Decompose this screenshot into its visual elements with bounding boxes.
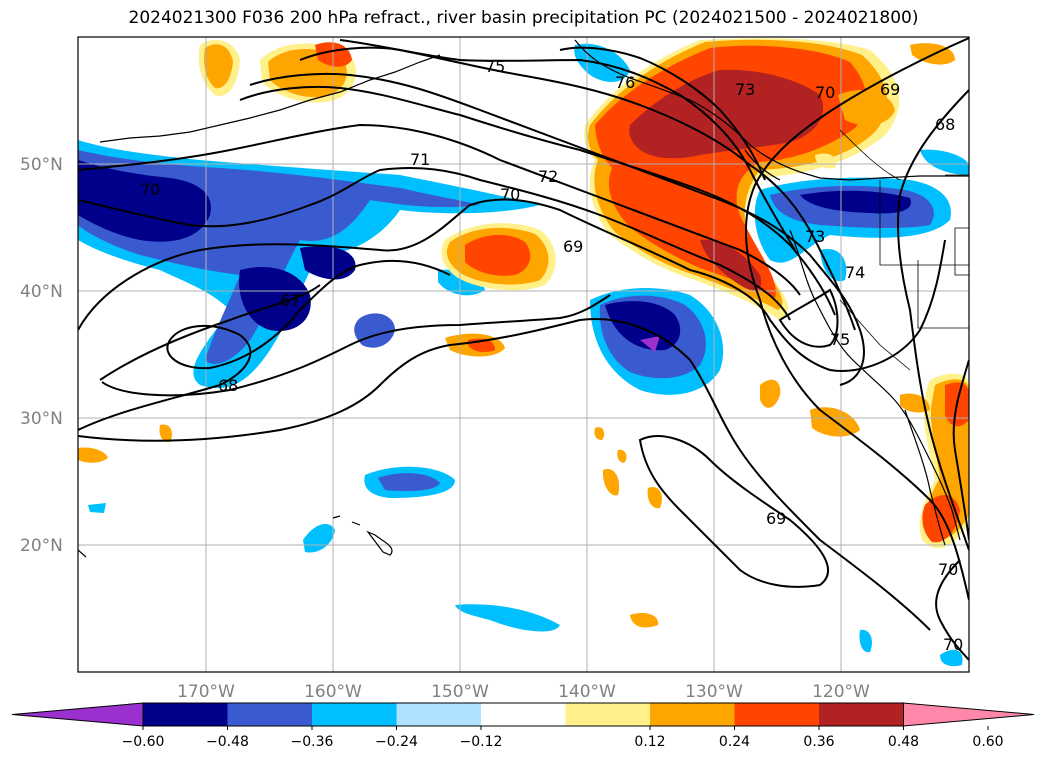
colorbar-tick-label: −0.24	[375, 734, 418, 750]
lon-label: 130°W	[685, 682, 743, 702]
contour-label: 70	[815, 83, 835, 102]
contour-label: 70	[500, 185, 520, 204]
positive-anomaly-fields	[78, 38, 969, 628]
colorbar-segment	[819, 703, 904, 726]
contour-label: 68	[218, 376, 238, 395]
lon-label: 150°W	[431, 682, 489, 702]
colorbar-tick-label: 0.48	[888, 734, 919, 750]
contour-label: 70	[943, 635, 963, 654]
colorbar-segment	[565, 703, 651, 726]
colorbar-tick-label: 0.12	[634, 734, 665, 750]
map-title: 2024021300 F036 200 hPa refract., river …	[128, 8, 919, 28]
colorbar-tick-label: 0.24	[719, 734, 750, 750]
colorbar-segment	[734, 703, 820, 726]
colorbar-extend-max	[903, 702, 1035, 727]
colorbar-tick-label: 0.36	[803, 734, 834, 750]
lat-label: 30°N	[20, 409, 63, 429]
colorbar-extend-min	[11, 702, 144, 727]
contour-label: 73	[805, 227, 825, 246]
lon-label: 160°W	[304, 682, 362, 702]
negative-anomaly-fields	[78, 43, 969, 667]
contour-label: 74	[845, 263, 865, 282]
colorbar-tick-label: −0.48	[206, 734, 249, 750]
contour-label: 73	[735, 80, 755, 99]
contour-label: 70	[140, 180, 160, 199]
contour-labels: 75 76 73 70 69 68 71 72 70 69 73 74 67 6…	[140, 57, 963, 654]
colorbar-segment	[481, 703, 566, 726]
lat-label: 40°N	[20, 282, 63, 302]
colorbar-segment	[650, 703, 735, 726]
contour-label: 67	[280, 291, 300, 310]
colorbar: −0.60 −0.48 −0.36 −0.24 −0.12 0.12 0.24 0.36 0.4…	[11, 702, 1035, 750]
lon-label: 170°W	[177, 682, 235, 702]
height-contours	[78, 37, 969, 661]
latitude-labels: 50°N 40°N 30°N 20°N	[20, 155, 63, 556]
colorbar-tick-label: −0.60	[122, 734, 165, 750]
contour-label: 72	[538, 167, 558, 186]
contour-label: 76	[615, 73, 635, 92]
longitude-labels: 170°W 160°W 150°W 140°W 130°W 120°W	[177, 682, 870, 702]
colorbar-tick-label: −0.36	[291, 734, 334, 750]
colorbar-segment	[396, 703, 482, 726]
map-frame	[77, 36, 970, 673]
contour-label: 75	[830, 330, 850, 349]
colorbar-frame	[142, 702, 904, 727]
colorbar-segment	[143, 703, 228, 726]
lat-label: 20°N	[20, 536, 63, 556]
coastlines	[78, 39, 969, 558]
colorbar-tick-label: 0.60	[972, 734, 1003, 750]
contour-label: 69	[766, 509, 786, 528]
lon-label: 120°W	[812, 682, 870, 702]
contour-label: 71	[410, 150, 430, 169]
contour-label: 69	[563, 237, 583, 256]
contour-label: 75	[485, 57, 505, 76]
lon-label: 140°W	[558, 682, 616, 702]
colorbar-segment	[312, 703, 397, 726]
lat-label: 50°N	[20, 155, 63, 175]
contour-label: 69	[880, 80, 900, 99]
colorbar-segment	[227, 703, 313, 726]
contour-label: 68	[935, 115, 955, 134]
colorbar-tick-label: −0.12	[460, 734, 503, 750]
contour-label: 70	[938, 560, 958, 579]
